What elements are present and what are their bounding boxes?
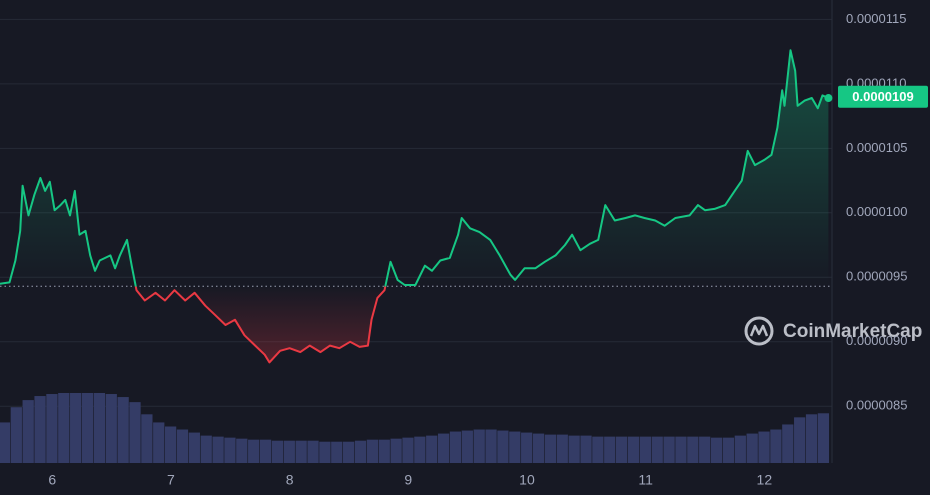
volume-bar (615, 436, 628, 463)
price-line (0, 49, 829, 364)
volume-bar (188, 432, 200, 463)
volume-bar (794, 417, 806, 463)
volume-bar (461, 430, 473, 463)
volume-bar (141, 414, 153, 463)
volume-bar (544, 434, 557, 463)
volume-bar (378, 439, 390, 463)
volume-bar (675, 436, 687, 463)
volume-bar (176, 429, 189, 463)
volume-bar (236, 438, 248, 463)
x-tick-label: 8 (286, 472, 294, 488)
volume-bar (164, 426, 177, 463)
volume-bar (331, 441, 343, 463)
volume-bar (521, 432, 533, 463)
volume-bar (805, 414, 818, 463)
x-tick-label: 9 (404, 472, 412, 488)
volume-bar (58, 393, 70, 463)
volume-bar (212, 436, 224, 463)
volume-bar (366, 439, 379, 463)
watermark-text: CoinMarketCap (783, 321, 922, 342)
volume-bar (782, 424, 794, 463)
volume-bar (746, 433, 758, 463)
watermark-logo-mark (749, 324, 769, 337)
volume-bar (22, 400, 34, 463)
volume-bar (0, 422, 11, 463)
volume-bar (627, 436, 640, 463)
volume-bar (283, 440, 295, 463)
volume-bar (259, 439, 272, 463)
volume-bar (449, 431, 462, 463)
price-label: 0.0000109 (852, 89, 913, 104)
watermark: CoinMarketCap (744, 316, 922, 346)
x-tick-label: 7 (167, 472, 175, 488)
watermark-logo (744, 316, 774, 346)
volume-bar (224, 437, 236, 463)
y-tick-label: 0.0000105 (846, 140, 907, 155)
volume-bar (390, 438, 402, 463)
volume-bar (734, 435, 746, 463)
volume-bar (473, 429, 485, 463)
volume-bar (81, 393, 94, 463)
volume-bar (354, 440, 367, 463)
y-tick-label: 0.0000090 (846, 333, 907, 348)
volume-bar (580, 435, 592, 463)
volume-bar (93, 393, 106, 463)
volume-bar (592, 436, 604, 463)
volume-bar (556, 434, 568, 463)
volume-bar (271, 440, 284, 463)
volume-bar (402, 437, 414, 463)
volume-bar (663, 436, 675, 463)
volume-bar (319, 441, 331, 463)
volume-bar (10, 407, 22, 463)
volume-bar (710, 437, 723, 463)
volume-bar (70, 393, 82, 463)
volume-bar (604, 436, 616, 463)
volume-bar (568, 435, 580, 463)
volume-bar (105, 394, 117, 463)
volume-bar (532, 433, 545, 463)
volume-bar (117, 397, 129, 463)
volume-bar (758, 431, 770, 463)
volume-bar (295, 440, 307, 463)
volume-bar (426, 435, 438, 463)
volume-bar (699, 436, 711, 463)
volume-bar (343, 441, 355, 463)
volume-bar (497, 430, 509, 463)
volume-bar (414, 436, 426, 463)
volume-bar (307, 440, 319, 463)
volume-bar (437, 433, 450, 463)
volume-bar (129, 402, 141, 463)
volume-bar (46, 394, 58, 463)
volume-bar (200, 435, 212, 463)
y-tick-label: 0.0000115 (846, 11, 907, 26)
price-label-box (838, 85, 928, 108)
volume-bar (770, 429, 782, 463)
x-tick-label: 6 (48, 472, 56, 488)
volume-bar (722, 437, 735, 463)
volume-bar (639, 436, 651, 463)
y-tick-label: 0.0000095 (846, 269, 907, 284)
y-tick-label: 0.0000085 (846, 398, 907, 413)
volume-bar (34, 396, 46, 463)
x-tick-label: 10 (519, 472, 535, 488)
volume-bar (687, 436, 699, 463)
volume-bar (651, 436, 663, 463)
x-tick-label: 12 (757, 472, 773, 488)
volume-bar (153, 422, 165, 463)
volume-bar (248, 439, 260, 463)
volume-bar (509, 431, 521, 463)
y-tick-label: 0.0000100 (846, 204, 907, 219)
volume-bar (817, 413, 830, 463)
x-tick-label: 11 (638, 472, 653, 488)
last-point (824, 94, 833, 103)
volume-bar (485, 429, 497, 463)
